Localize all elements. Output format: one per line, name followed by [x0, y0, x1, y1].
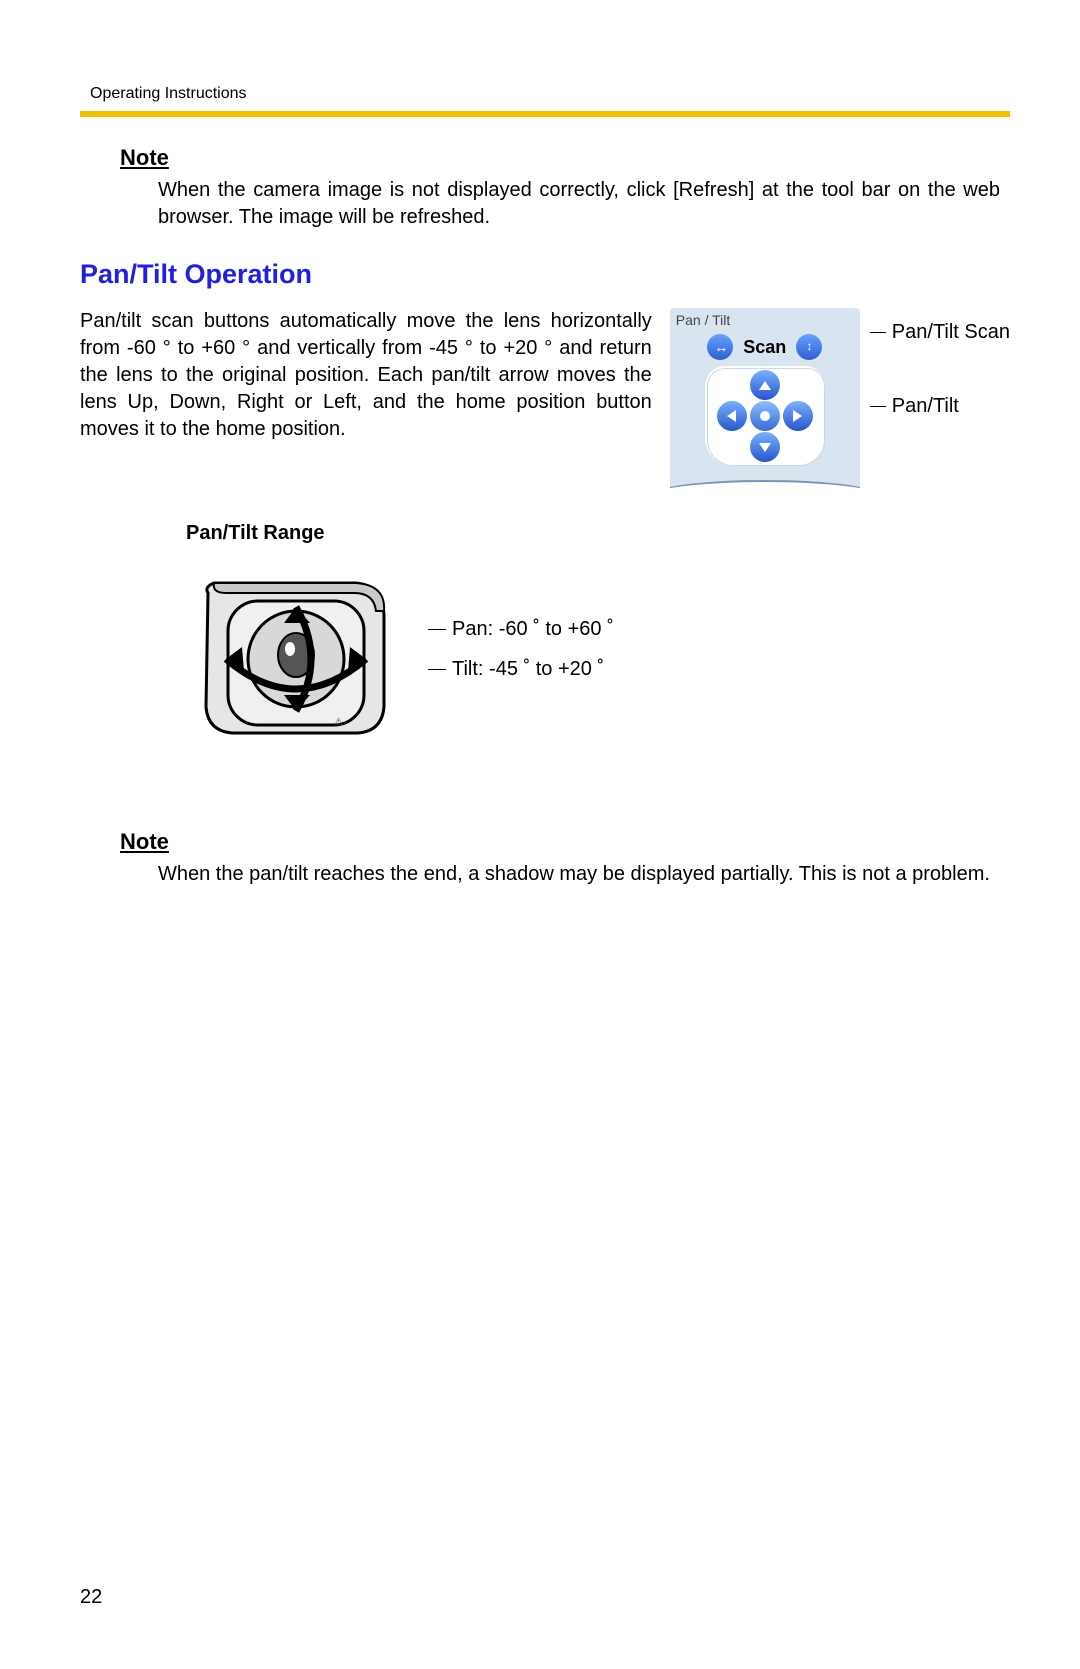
scan-label: Scan	[743, 337, 786, 358]
pantilt-dpad-area	[670, 362, 860, 472]
callout-pad-text: Pan/Tilt	[892, 394, 959, 418]
page-number: 22	[80, 1586, 102, 1609]
callout-scan: Pan/Tilt Scan	[870, 320, 1010, 344]
pantilt-header: Pan / Tilt	[670, 308, 860, 330]
two-column-row: Pan/tilt scan buttons automatically move…	[80, 308, 1010, 490]
range-text: Pan: -60 ˚ to +60 ˚ Tilt: -45 ˚ to +20 ˚	[428, 609, 614, 689]
callout-lead-line	[870, 332, 886, 333]
lead-line	[428, 629, 446, 630]
triangle-right-icon	[793, 410, 802, 422]
section-paragraph: Pan/tilt scan buttons automatically move…	[80, 308, 652, 443]
tilt-down-button[interactable]	[750, 432, 780, 462]
tilt-up-button[interactable]	[750, 370, 780, 400]
pan-left-button[interactable]	[717, 401, 747, 431]
note-body-2: When the pan/tilt reaches the end, a sha…	[158, 861, 1000, 888]
range-section: Pan/Tilt Range ⚠	[186, 522, 1010, 749]
scan-vertical-button[interactable]: ↕	[796, 334, 822, 360]
range-tilt-text: Tilt: -45 ˚ to +20 ˚	[452, 649, 604, 689]
note-heading-1: Note	[120, 145, 1010, 171]
camera-illustration: ⚠	[186, 549, 406, 749]
pantilt-widget: Pan / Tilt ↔ Scan ↕	[670, 308, 860, 490]
scan-horizontal-button[interactable]: ↔	[707, 334, 733, 360]
range-title: Pan/Tilt Range	[186, 522, 1010, 545]
range-pan-line: Pan: -60 ˚ to +60 ˚	[428, 609, 614, 649]
arrows-horizontal-icon: ↔	[714, 339, 726, 355]
note-body-1: When the camera image is not displayed c…	[158, 177, 1000, 231]
svg-text:⚠: ⚠	[334, 717, 343, 728]
pantilt-callouts: Pan/Tilt Scan Pan/Tilt	[870, 308, 1010, 418]
callout-lead-line	[870, 406, 886, 407]
dpad	[705, 366, 825, 466]
pantilt-scan-row: ↔ Scan ↕	[670, 330, 860, 362]
range-row: ⚠ Pan: -60 ˚ to +60 ˚ Tilt: -45 ˚ to +20…	[186, 549, 1010, 749]
triangle-up-icon	[759, 381, 771, 390]
callout-pad: Pan/Tilt	[870, 394, 1010, 418]
callout-scan-text: Pan/Tilt Scan	[892, 320, 1010, 344]
triangle-left-icon	[727, 410, 736, 422]
doc-header: Operating Instructions	[90, 85, 1010, 103]
arrows-vertical-icon: ↕	[806, 343, 812, 350]
triangle-down-icon	[759, 443, 771, 452]
page: Operating Instructions Note When the cam…	[0, 0, 1080, 1669]
widget-bottom-curve	[670, 472, 860, 490]
section-title: Pan/Tilt Operation	[80, 259, 1010, 290]
lead-line	[428, 669, 446, 670]
note-heading-2: Note	[120, 829, 1010, 855]
pan-right-button[interactable]	[783, 401, 813, 431]
dot-icon	[760, 411, 770, 421]
range-tilt-line: Tilt: -45 ˚ to +20 ˚	[428, 649, 614, 689]
range-pan-text: Pan: -60 ˚ to +60 ˚	[452, 609, 614, 649]
home-position-button[interactable]	[750, 401, 780, 431]
pantilt-column: Pan / Tilt ↔ Scan ↕	[670, 308, 1010, 490]
accent-bar	[80, 111, 1010, 117]
